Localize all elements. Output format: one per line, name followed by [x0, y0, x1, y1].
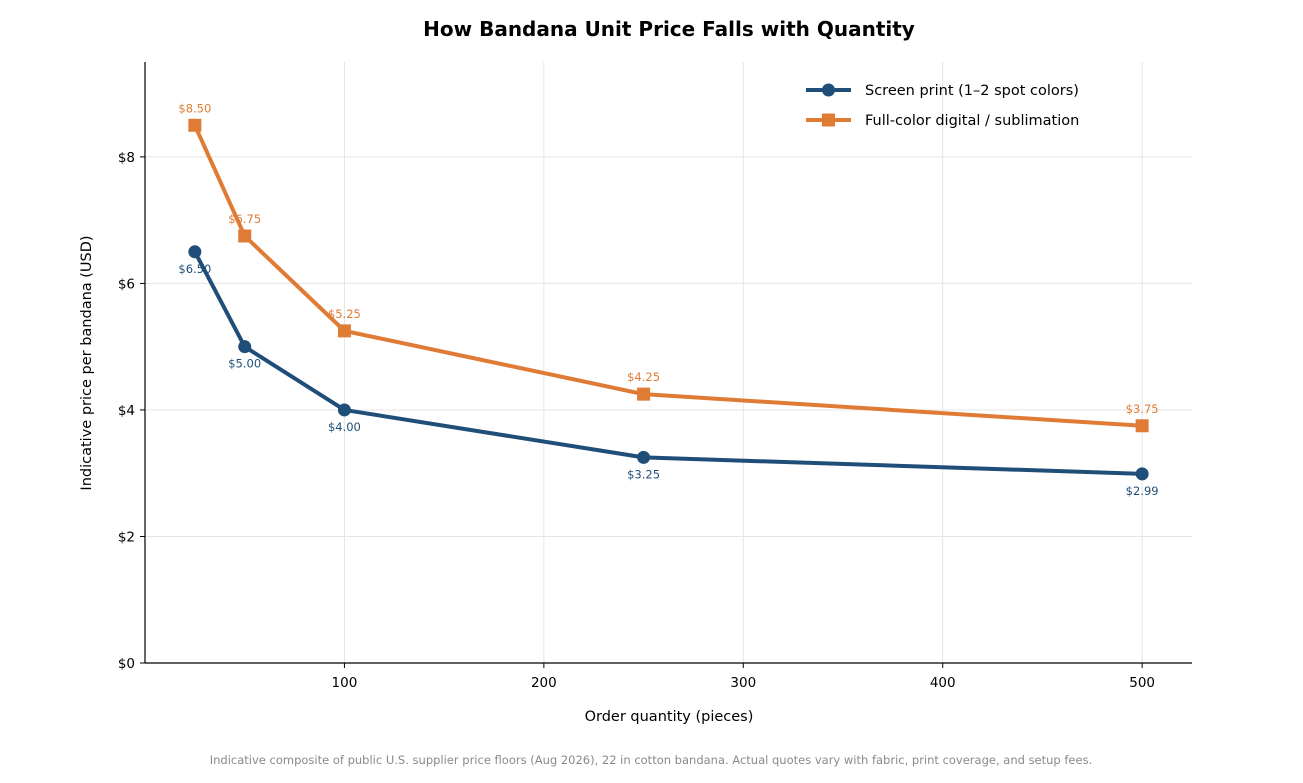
data-label: $6.50: [178, 262, 211, 276]
data-label: $4.25: [627, 370, 660, 384]
x-tick-label: 500: [1129, 675, 1155, 691]
series-1-point: [337, 403, 351, 417]
tick-labels: 100 200 300 400 500 $0 $2 $4 $6 $8: [118, 150, 1155, 691]
x-tick-label: 300: [730, 675, 756, 691]
x-tick-label: 400: [930, 675, 956, 691]
series-2-point: [637, 387, 651, 401]
y-tick-label: $8: [118, 150, 135, 166]
series-2-point: [337, 324, 351, 338]
data-label: $5.00: [228, 357, 261, 371]
series-1-point: [188, 245, 202, 259]
legend: Screen print (1–2 spot colors) Full-color…: [806, 83, 1079, 129]
data-series: [188, 118, 1149, 481]
axes: [140, 62, 1192, 668]
series-2-point: [238, 229, 252, 243]
series-line-2: [192, 123, 1145, 428]
series-1-point: [1135, 467, 1149, 481]
chart-title: How Bandana Unit Price Falls with Quanti…: [423, 17, 915, 41]
series-1-point: [637, 450, 651, 464]
legend-entry-2: Full-color digital / sublimation: [865, 113, 1079, 129]
footnote: Indicative composite of public U.S. supp…: [210, 753, 1092, 767]
y-tick-label: $2: [118, 529, 135, 545]
data-label: $3.75: [1126, 402, 1159, 416]
series-line-1: [192, 249, 1145, 476]
legend-marker-2: [822, 113, 835, 127]
y-axis-label: Indicative price per bandana (USD): [79, 235, 95, 490]
y-tick-label: $6: [118, 276, 135, 292]
y-tick-label: $4: [118, 403, 135, 419]
data-label: $2.99: [1126, 484, 1159, 498]
series-2-point: [188, 118, 202, 132]
data-label: $8.50: [178, 101, 211, 115]
x-tick-label: 100: [332, 675, 358, 691]
grid-lines: [145, 62, 1192, 663]
data-label: $6.75: [228, 212, 261, 226]
series-1-point: [238, 340, 252, 354]
y-tick-label: $0: [118, 656, 135, 672]
data-label: $3.25: [627, 467, 660, 481]
data-label: $4.00: [328, 420, 361, 434]
data-label: $5.25: [328, 307, 361, 321]
legend-entry-1: Screen print (1–2 spot colors): [865, 83, 1079, 99]
series-2-point: [1135, 419, 1149, 433]
legend-marker-1: [822, 83, 835, 97]
x-tick-label: 200: [531, 675, 557, 691]
x-axis-label: Order quantity (pieces): [585, 709, 754, 725]
data-labels: $6.50 $5.00 $4.00 $3.25 $2.99 $8.50 $6.75 $5.25…: [178, 101, 1158, 498]
